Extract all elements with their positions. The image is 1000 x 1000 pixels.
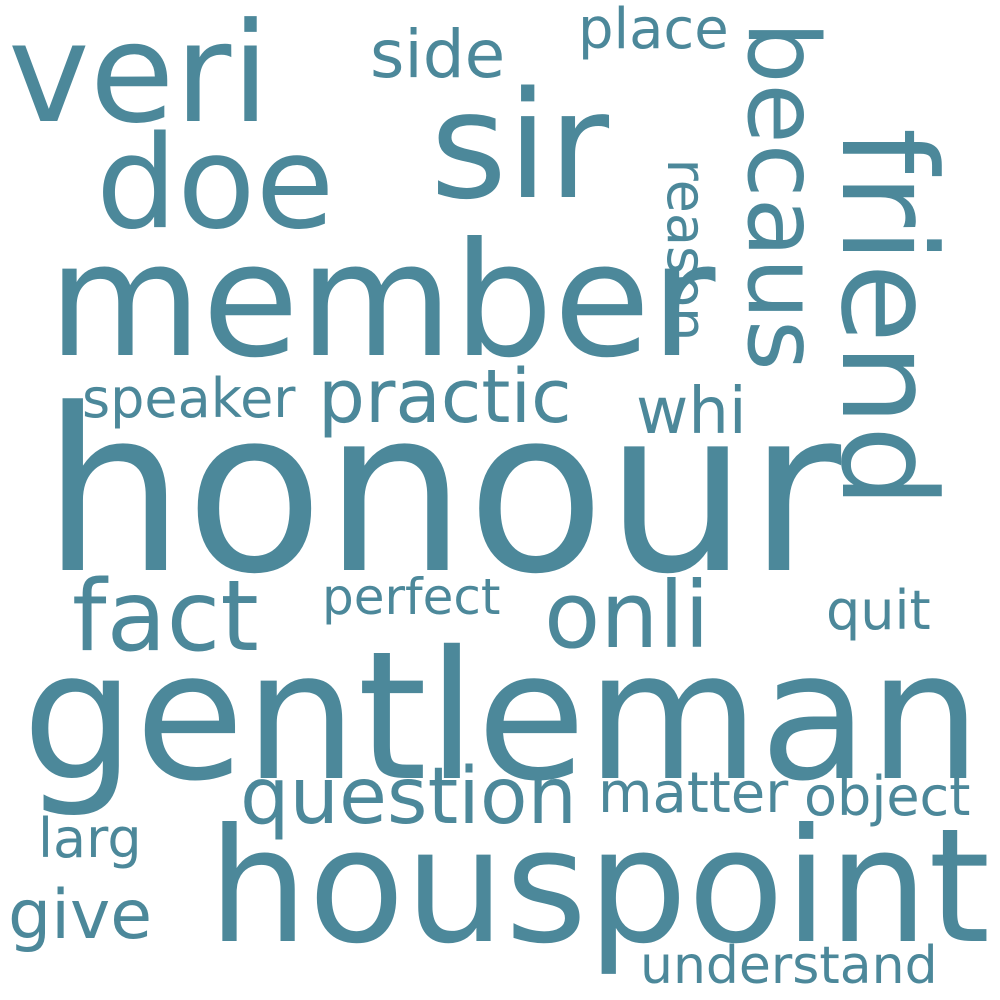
word-object: object bbox=[804, 765, 971, 828]
word-give: give bbox=[8, 876, 153, 955]
word-onli: onli bbox=[544, 562, 710, 669]
word-practic: practic bbox=[318, 354, 572, 440]
word-quit: quit bbox=[826, 579, 931, 642]
word-perfect: perfect bbox=[322, 568, 501, 626]
word-gentleman: gentleman bbox=[22, 613, 982, 820]
word-veri: veri bbox=[8, 0, 270, 154]
word-fact: fact bbox=[72, 560, 259, 674]
word-sir: sir bbox=[430, 60, 610, 232]
word-whi: whi bbox=[636, 375, 747, 449]
word-speaker: speaker bbox=[82, 367, 296, 430]
word-friend: friend bbox=[812, 127, 964, 509]
word-doe: doe bbox=[96, 109, 335, 258]
word-place: place bbox=[578, 0, 729, 62]
word-member: member bbox=[48, 209, 716, 393]
word-larg: larg bbox=[38, 807, 142, 870]
word-matter: matter bbox=[598, 761, 789, 826]
word-becaus: becaus bbox=[725, 21, 839, 371]
word-question: question bbox=[240, 752, 577, 842]
word-houspoint: houspoint bbox=[208, 795, 991, 979]
word-side: side bbox=[370, 16, 506, 93]
word-reason: reason bbox=[655, 158, 718, 342]
word-honour: honour bbox=[42, 361, 842, 624]
word-understand: understand bbox=[640, 936, 938, 996]
